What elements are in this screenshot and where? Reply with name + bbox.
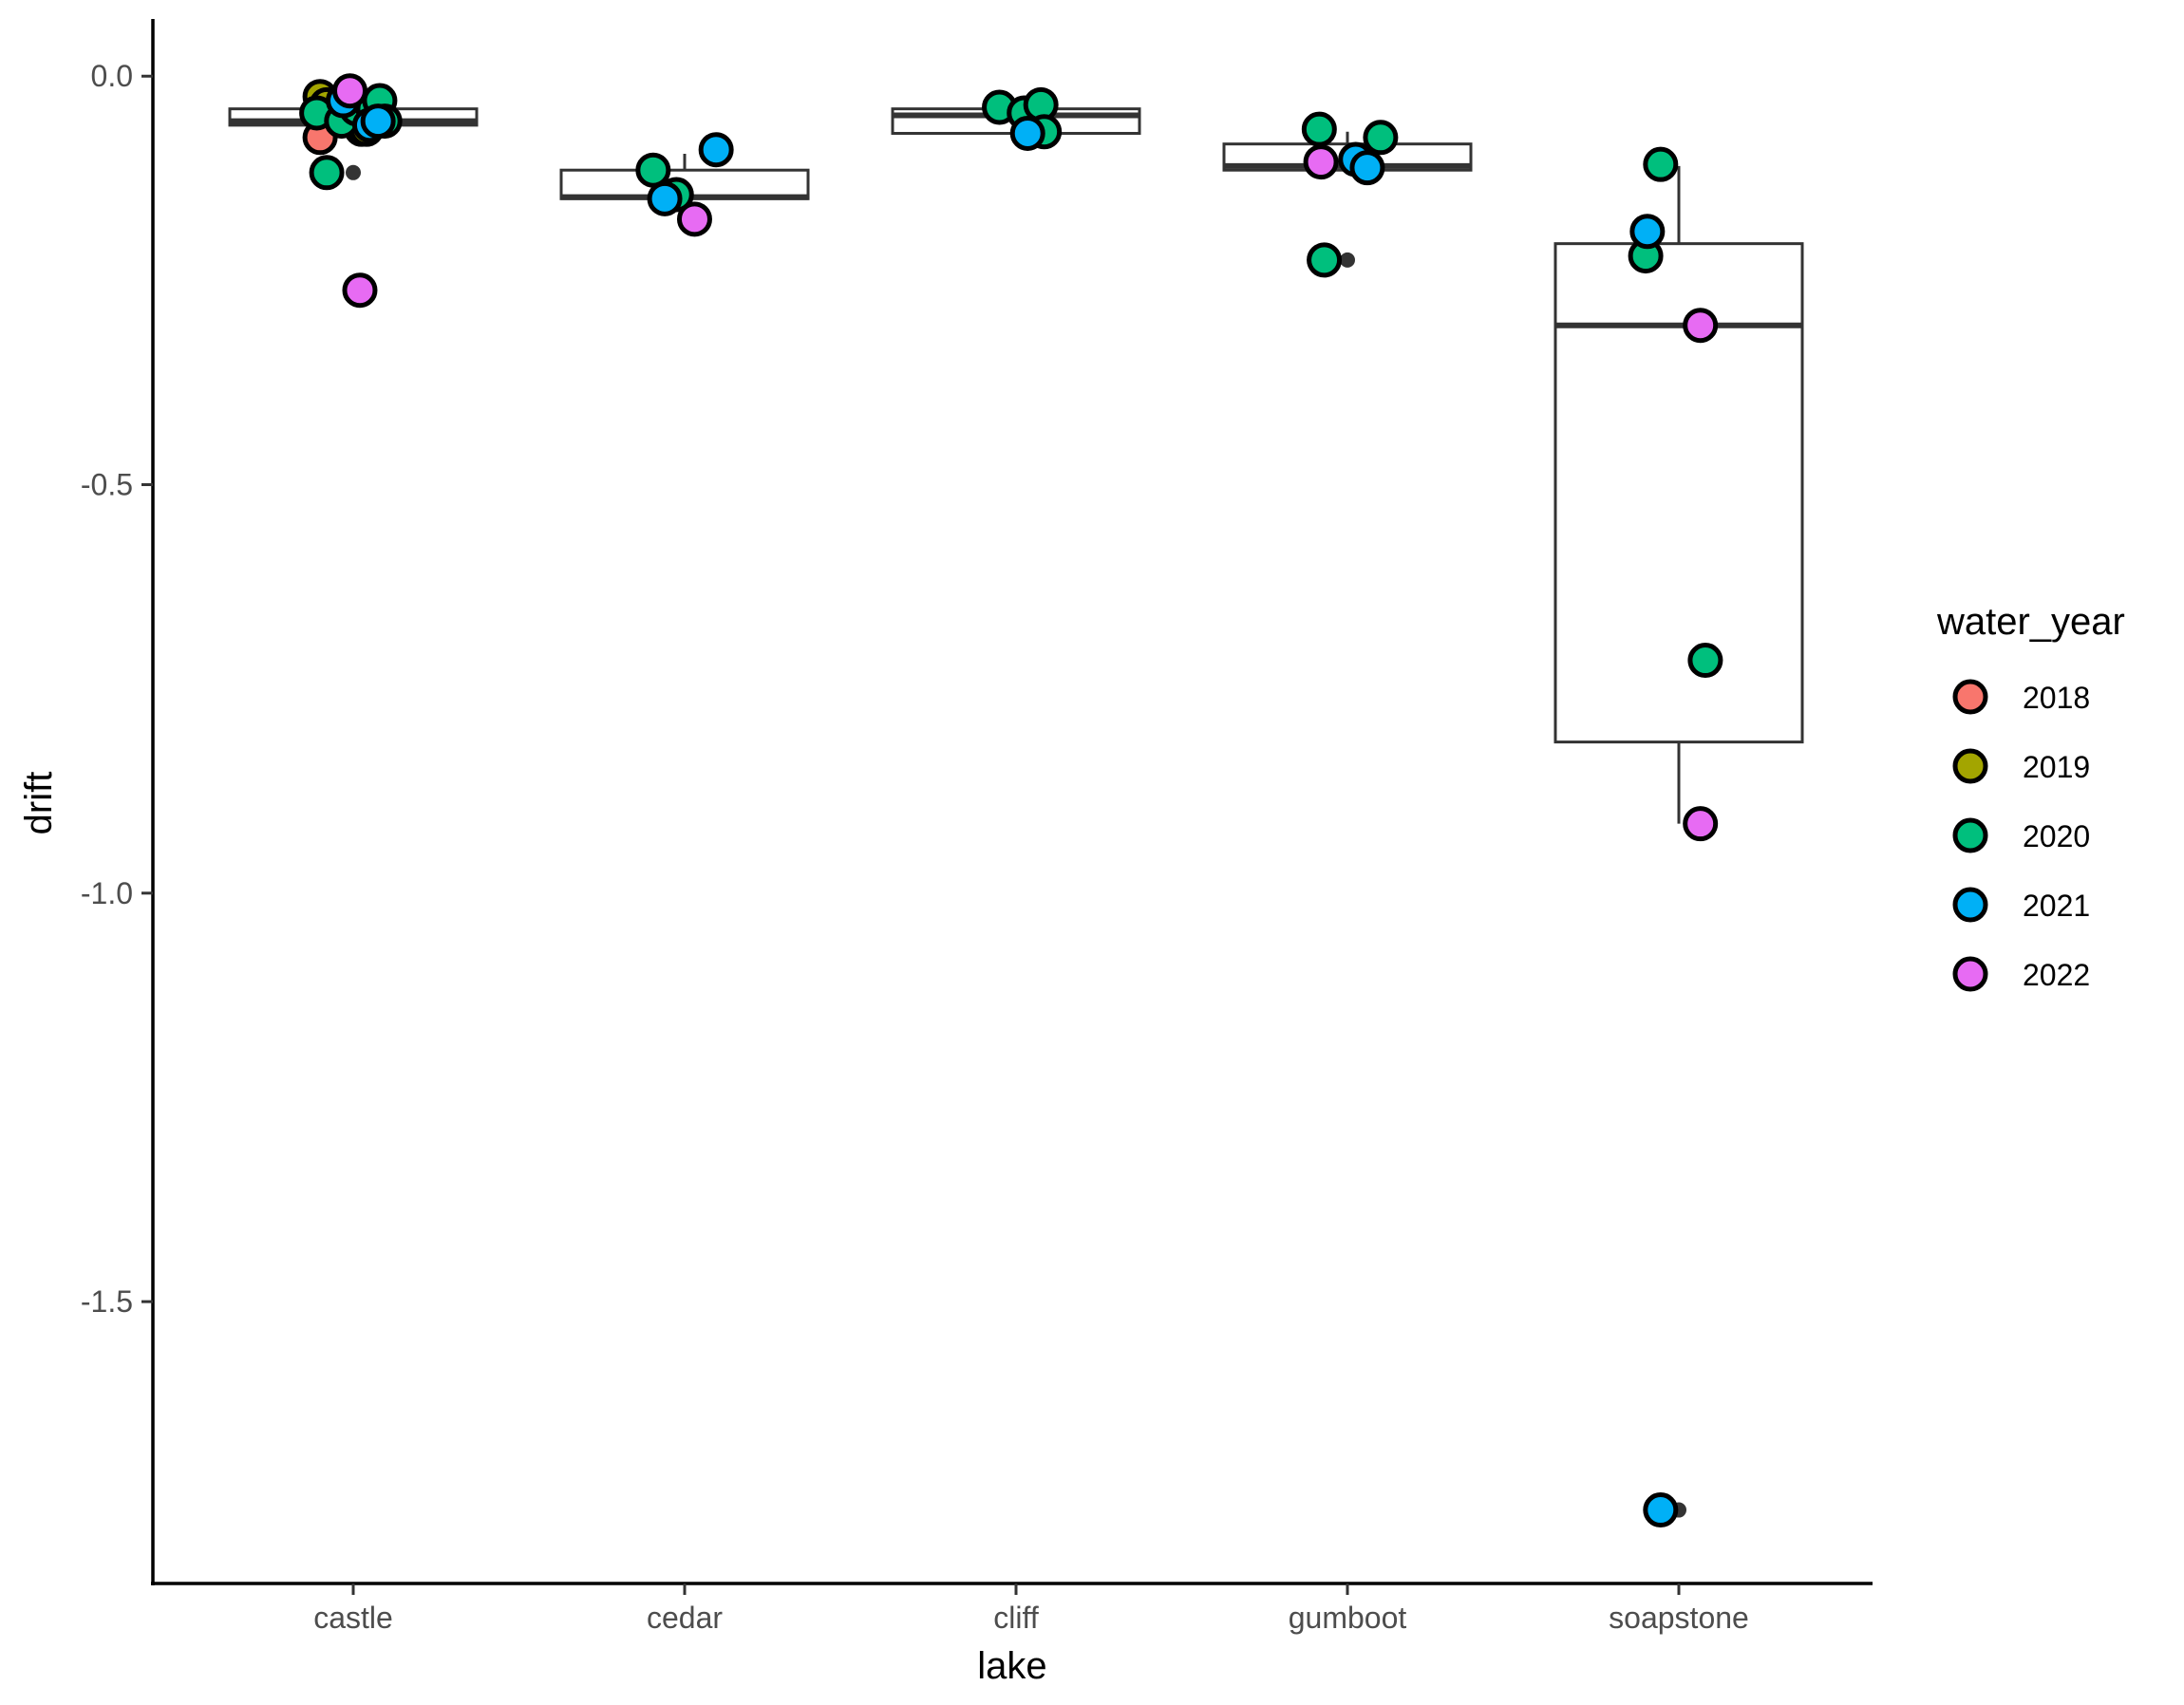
boxes-layer xyxy=(228,101,1804,1518)
box-soapstone xyxy=(1553,165,1804,1518)
data-point-2021 xyxy=(1009,115,1045,151)
legend-label-2018: 2018 xyxy=(2023,681,2090,715)
legend-swatch-2021 xyxy=(1952,887,1988,923)
data-point-2020 xyxy=(309,155,345,191)
y-tick-label: 0.0 xyxy=(91,59,133,93)
x-tick-label: cedar xyxy=(647,1601,723,1635)
data-point-2021 xyxy=(360,103,396,140)
data-point-2020 xyxy=(1687,643,1723,679)
legend-label-2022: 2022 xyxy=(2023,958,2090,992)
data-point-2020 xyxy=(635,152,671,188)
data-point-2020 xyxy=(1363,120,1399,156)
legend-swatch-2022 xyxy=(1952,956,1988,992)
data-point-2022 xyxy=(332,73,368,109)
y-tick-label: -1.5 xyxy=(81,1284,133,1319)
points-layer xyxy=(299,73,1723,1528)
y-tick-label: -1.0 xyxy=(81,876,133,910)
x-tick-label: cliff xyxy=(993,1601,1039,1635)
x-tick-label: soapstone xyxy=(1609,1601,1749,1635)
legend: water_year 2018 2019 2020 2021 2022 xyxy=(1936,601,2125,992)
y-axis-title: drift xyxy=(18,772,60,835)
legend-label-2021: 2021 xyxy=(2023,889,2090,923)
data-point-2020 xyxy=(1643,146,1679,182)
data-point-2022 xyxy=(342,272,378,309)
data-point-2021 xyxy=(1643,1492,1679,1528)
legend-label-2020: 2020 xyxy=(2023,819,2090,853)
x-tick-label: gumboot xyxy=(1289,1601,1407,1635)
box-iqr xyxy=(1553,242,1804,744)
data-point-2021 xyxy=(698,132,734,168)
y-tick-label: -0.5 xyxy=(81,468,133,502)
legend-swatch-2020 xyxy=(1952,817,1988,853)
data-point-2022 xyxy=(1683,308,1719,344)
outlier-point xyxy=(346,164,361,180)
legend-label-2019: 2019 xyxy=(2023,750,2090,784)
x-tick-label: castle xyxy=(313,1601,393,1635)
legend-swatch-2019 xyxy=(1952,748,1988,784)
outlier-point xyxy=(1340,252,1355,268)
x-axis-title: lake xyxy=(977,1645,1046,1687)
data-point-2022 xyxy=(1303,144,1339,180)
legend-title: water_year xyxy=(1936,601,2125,643)
data-point-2022 xyxy=(1683,806,1719,842)
data-point-2022 xyxy=(676,201,712,237)
data-point-2021 xyxy=(647,180,683,216)
data-point-2021 xyxy=(1349,150,1385,186)
data-point-2020 xyxy=(1307,242,1343,278)
data-point-2021 xyxy=(1629,214,1666,250)
legend-swatch-2018 xyxy=(1952,679,1988,715)
data-point-2020 xyxy=(1301,111,1337,147)
axes-layer: lake drift 0.0 -0.5 -1.0 -1.5 castle cedar cli… xyxy=(18,19,1873,1687)
